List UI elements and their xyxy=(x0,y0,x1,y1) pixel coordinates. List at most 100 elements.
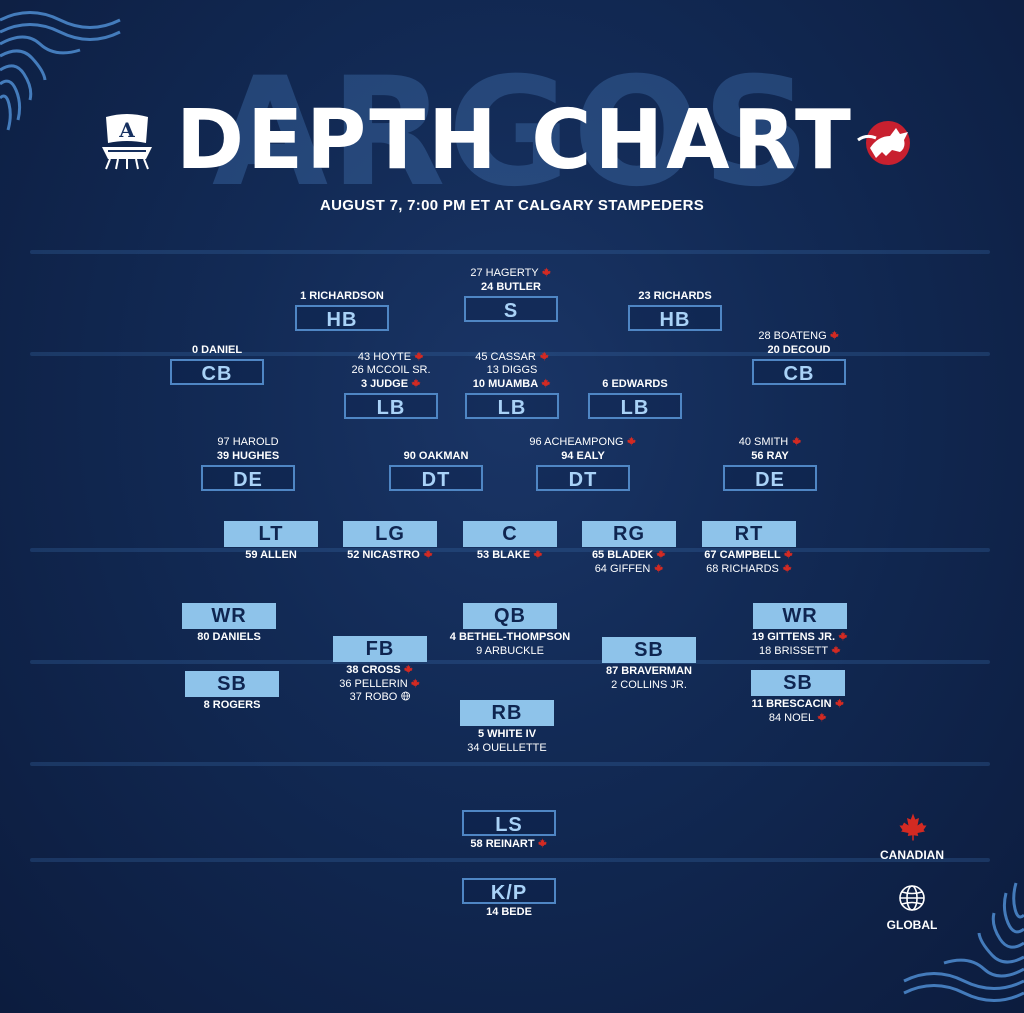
player-name-text: 65 BLADEK xyxy=(591,549,654,561)
maple-leaf-icon xyxy=(830,330,840,340)
position-de-box: DE xyxy=(201,465,295,491)
player-name-text: 27 HAGERTY xyxy=(470,267,539,279)
player-name: 36 PELLERIN xyxy=(339,678,421,692)
player-name: 90 OAKMAN xyxy=(404,450,469,464)
field-line xyxy=(30,660,990,664)
page-title: DEPTH CHART xyxy=(176,93,854,188)
player-name: 80 DANIELS xyxy=(197,631,261,645)
position-rt-box: RT xyxy=(702,521,796,547)
player-name-text: 68 RICHARDS xyxy=(706,562,779,575)
position-rb-box: RB xyxy=(460,700,554,726)
maple-leaf-icon xyxy=(404,664,414,674)
maple-leaf-icon xyxy=(533,549,543,559)
player-name: 18 BRISSETT xyxy=(759,645,841,659)
position-hb-box: HB xyxy=(295,305,389,331)
maple-leaf-icon xyxy=(423,549,433,559)
player-name-text: 58 REINART xyxy=(470,838,535,850)
player-name-text: 40 SMITH xyxy=(738,436,789,448)
player-name: 64 GIFFEN xyxy=(595,563,664,577)
position-cb-box: CB xyxy=(170,359,264,385)
player-name: 20 DECOUD xyxy=(768,344,831,358)
field-line xyxy=(30,858,990,862)
player-name-text: 3 JUDGE xyxy=(360,377,409,390)
position-rg-box: RG xyxy=(582,521,676,547)
player-name-text: 37 ROBO xyxy=(349,691,398,703)
maple-leaf-icon xyxy=(411,678,421,687)
player-name-text: 28 BOATENG xyxy=(758,330,827,342)
player-name-text: 5 WHITE IV xyxy=(477,728,537,740)
player-name-text: 43 HOYTE xyxy=(357,350,412,363)
player-name-text: 84 NOEL xyxy=(768,711,815,724)
position-de-box: DE xyxy=(723,465,817,491)
player-name: 40 SMITH xyxy=(739,436,802,450)
position-hb-box: HB xyxy=(628,305,722,331)
maple-leaf-icon xyxy=(538,838,548,848)
position-cb-box: CB xyxy=(752,359,846,385)
maple-leaf-icon xyxy=(542,267,552,277)
position-kp-box: K/P xyxy=(462,878,556,904)
player-name: 94 EALY xyxy=(561,450,605,464)
position-s-box: S xyxy=(464,296,558,322)
player-name-text: 53 BLAKE xyxy=(476,549,531,561)
legend-global-label: GLOBAL xyxy=(886,918,938,932)
maple-leaf-icon xyxy=(784,549,794,559)
maple-leaf-icon xyxy=(627,436,637,446)
position-sb-box: SB xyxy=(751,670,845,696)
player-name: 8 ROGERS xyxy=(204,699,261,713)
player-name: 11 BRESCACIN xyxy=(751,698,845,712)
player-name: 19 GITTENS JR. xyxy=(752,631,848,645)
position-ls-box: LS xyxy=(462,810,556,836)
globe-icon xyxy=(899,885,925,911)
player-name: 84 NOEL xyxy=(769,712,827,726)
player-name: 24 BUTLER xyxy=(481,281,541,295)
player-name-text: 8 ROGERS xyxy=(203,699,261,711)
player-name: 2 COLLINS JR. xyxy=(611,679,687,693)
player-name: 0 DANIEL xyxy=(192,344,242,358)
player-name: 10 MUAMBA xyxy=(473,378,551,392)
position-sb-box: SB xyxy=(602,637,696,663)
maple-leaf-icon xyxy=(838,631,848,641)
wave-decoration-top-left xyxy=(0,11,121,131)
player-name-text: 18 BRISSETT xyxy=(758,644,829,657)
player-name: 96 ACHEAMPONG xyxy=(529,436,637,450)
player-name-text: 9 ARBUCKLE xyxy=(476,644,544,657)
player-name: 87 BRAVERMAN xyxy=(606,665,692,679)
maple-leaf-icon xyxy=(653,563,663,572)
player-name: 43 HOYTE xyxy=(358,351,424,365)
position-wr-box: WR xyxy=(182,603,276,629)
player-name-text: 56 RAY xyxy=(751,449,789,462)
player-name-text: 19 GITTENS JR. xyxy=(751,631,836,643)
player-name: 59 ALLEN xyxy=(245,549,297,563)
player-name-text: 13 DIGGS xyxy=(486,364,538,376)
position-lt-box: LT xyxy=(224,521,318,547)
maple-leaf-icon xyxy=(782,563,792,572)
player-name-text: 45 CASSAR xyxy=(475,350,536,363)
position-lb-box: LB xyxy=(588,393,682,419)
player-name-text: 94 EALY xyxy=(561,449,605,462)
player-name: 53 BLAKE xyxy=(477,549,543,563)
player-name: 39 HUGHES xyxy=(217,450,279,464)
player-name-text: 10 MUAMBA xyxy=(472,377,539,390)
player-name: 52 NICASTRO xyxy=(347,549,433,563)
globe-icon xyxy=(400,691,410,701)
wave-decoration-bottom-right xyxy=(903,882,1024,1002)
field-line xyxy=(30,352,990,356)
player-name: 4 BETHEL-THOMPSON xyxy=(450,631,570,645)
player-name-text: 26 MCCOIL SR. xyxy=(351,364,431,376)
player-name: 28 BOATENG xyxy=(758,330,840,344)
maple-leaf-icon xyxy=(656,549,666,559)
player-name-text: 6 EDWARDS xyxy=(602,377,668,390)
player-name: 6 EDWARDS xyxy=(602,378,667,392)
field-line xyxy=(30,548,990,552)
player-name: 5 WHITE IV xyxy=(478,728,536,742)
position-sb-box: SB xyxy=(185,671,279,697)
player-name: 45 CASSAR xyxy=(475,351,549,365)
field-line xyxy=(30,762,990,766)
maple-leaf-icon xyxy=(414,351,424,360)
maple-leaf-icon xyxy=(831,645,841,654)
player-name: 65 BLADEK xyxy=(592,549,666,563)
player-name-text: 96 ACHEAMPONG xyxy=(529,436,624,448)
player-name-text: 80 DANIELS xyxy=(197,631,261,643)
maple-leaf-icon xyxy=(899,813,927,841)
